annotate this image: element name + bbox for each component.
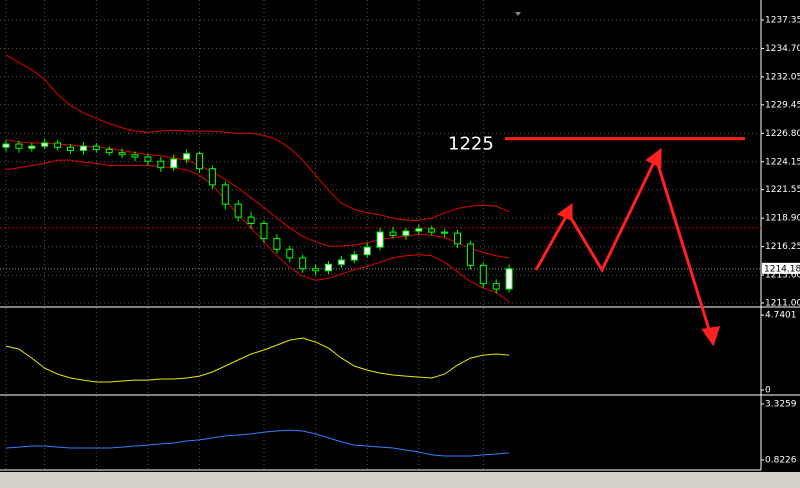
- arrow-head: [645, 148, 662, 169]
- candle-body: [157, 160, 165, 169]
- candle-body: [79, 145, 87, 151]
- indicator-line: [5, 429, 510, 457]
- candle-body: [479, 264, 487, 285]
- candle-body: [389, 231, 397, 236]
- candle-body: [28, 145, 36, 149]
- tab-bar: [0, 472, 800, 488]
- candle-body: [299, 257, 307, 270]
- shift-marker: [515, 12, 521, 16]
- candle-body: [41, 142, 49, 147]
- y-tick-label: 4.7401: [765, 311, 797, 321]
- y-tick-label: 1237.35: [765, 15, 800, 25]
- y-tick-label: 1232.05: [765, 72, 800, 82]
- forecast-path: [534, 153, 713, 337]
- candle-body: [208, 168, 216, 186]
- candle-body: [363, 246, 371, 256]
- candle-body: [92, 145, 100, 150]
- candle-body: [286, 248, 294, 259]
- last-price-label: 1214.18: [764, 264, 800, 274]
- y-tick-label: 1224.15: [765, 157, 800, 167]
- candle-body: [376, 231, 384, 248]
- y-tick-label: 3.3259: [765, 399, 797, 409]
- forecast-arrows: [534, 148, 721, 347]
- candle-body: [466, 243, 474, 266]
- candle-body: [221, 184, 229, 205]
- target-label: 1225: [448, 134, 494, 155]
- candle-body: [415, 228, 423, 232]
- indicator-line: [5, 337, 510, 383]
- candle-body: [441, 231, 449, 234]
- candle-body: [2, 143, 10, 148]
- y-tick-label: 1216.25: [765, 242, 800, 252]
- y-tick-label: 0.8226: [765, 455, 797, 465]
- candle-body: [273, 238, 281, 250]
- arrow-head: [701, 326, 721, 347]
- candle-body: [337, 259, 345, 265]
- candle-body: [402, 230, 410, 236]
- candle-body: [131, 154, 139, 158]
- y-tick-label: 1211.00: [765, 298, 800, 308]
- candle-body: [183, 153, 191, 160]
- candle-body: [118, 152, 126, 156]
- candle-body: [350, 254, 358, 261]
- candle-body: [54, 142, 62, 148]
- y-tick-label: 1234.70: [765, 44, 800, 54]
- candle-body: [234, 203, 242, 218]
- y-tick-label: 1218.90: [765, 214, 800, 224]
- candle-body: [170, 158, 178, 169]
- indicator-line: [5, 54, 510, 221]
- y-tick-label: 1229.45: [765, 100, 800, 110]
- candle-body: [505, 268, 513, 290]
- candle-body: [196, 153, 203, 170]
- candle-body: [144, 156, 152, 162]
- arrow-head: [557, 203, 573, 222]
- candle-body: [247, 216, 255, 225]
- candle-body: [428, 228, 436, 233]
- candle-body: [325, 263, 332, 272]
- candle-body: [492, 283, 500, 290]
- y-tick-label: 0: [765, 386, 771, 396]
- indicator-line: [5, 139, 510, 259]
- indicator-line: [5, 159, 510, 303]
- y-tick-label: 1213.60: [765, 271, 800, 281]
- candle-body: [260, 223, 268, 240]
- candle-body: [105, 148, 113, 154]
- candle-body: [312, 268, 320, 272]
- candle-body: [67, 146, 74, 151]
- candle-body: [454, 232, 461, 245]
- last-price-box: [762, 262, 800, 274]
- y-tick-label: 1221.55: [765, 185, 800, 195]
- candle-body: [15, 143, 23, 149]
- y-tick-label: 1226.80: [765, 129, 800, 139]
